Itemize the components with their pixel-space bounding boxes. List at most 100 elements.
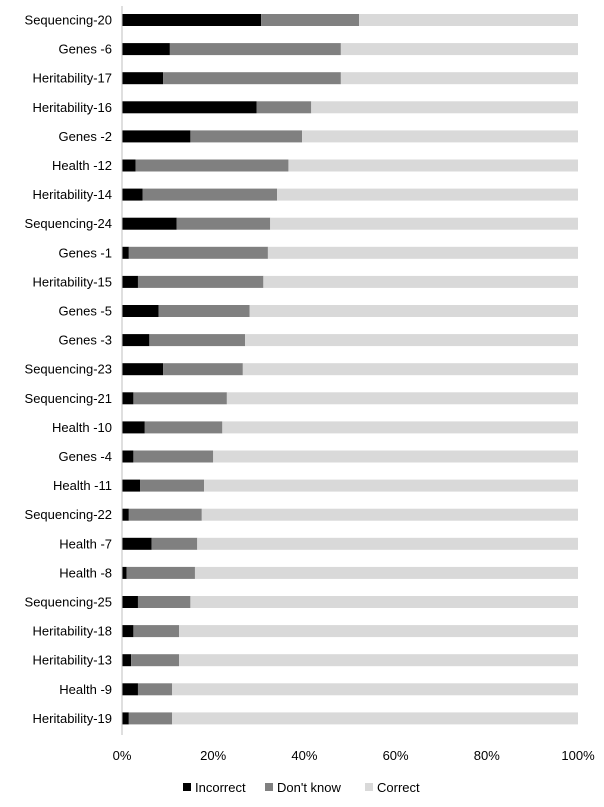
bar-segment-correct-sequencing-25 [190,596,578,608]
bar-segment-don-t-know-heritability-19 [128,712,173,725]
bar-segment-incorrect-health-12 [122,159,136,172]
bar-segment-incorrect-sequencing-24 [122,217,177,230]
bar-segment-incorrect-heritability-19 [122,712,129,725]
bar-segment-don-t-know-health-10 [144,421,223,434]
x-tick-label: 100% [561,748,595,763]
bar-segment-correct-health-10 [222,421,578,434]
bars-layer [122,14,579,725]
bar-segment-correct-sequencing-20 [359,14,578,26]
bar-segment-don-t-know-sequencing-20 [261,14,360,26]
bar-segment-incorrect-heritability-17 [122,72,164,85]
bar-segment-correct-health-12 [288,159,578,172]
category-label: Sequencing-24 [25,216,112,231]
bar-segment-incorrect-health-11 [122,479,141,492]
category-label: Heritability-15 [33,274,112,289]
bar-segment-don-t-know-health-9 [137,683,173,696]
bar-segment-correct-sequencing-24 [270,217,578,230]
bar-segment-don-t-know-heritability-16 [256,101,312,114]
category-label: Health -8 [59,565,112,580]
legend-swatch-correct [365,783,373,791]
bar-segment-don-t-know-health-11 [140,479,205,492]
bar-segment-don-t-know-genes-4 [133,450,214,463]
bar-segment-correct-heritability-19 [172,712,578,725]
category-label: Sequencing-25 [25,595,112,610]
bar-segment-incorrect-heritability-18 [122,625,134,638]
category-label: Genes -6 [59,42,112,57]
category-label: Heritability-19 [33,711,112,726]
bar-segment-correct-heritability-17 [340,72,578,85]
category-label: Health -7 [59,536,112,551]
bar-segment-incorrect-sequencing-20 [122,14,262,26]
category-label: Genes -4 [59,449,112,464]
bar-segment-correct-heritability-14 [277,188,578,201]
bar-segment-incorrect-sequencing-25 [122,596,138,608]
bar-segment-incorrect-heritability-14 [122,188,143,201]
bar-segment-correct-genes-3 [245,334,578,347]
category-label: Genes -1 [59,245,112,260]
bar-segment-don-t-know-genes-2 [190,130,303,143]
bar-segment-correct-genes-1 [267,246,578,259]
category-label: Heritability-14 [33,187,112,202]
category-label: Sequencing-23 [25,362,112,377]
bar-segment-incorrect-sequencing-21 [122,392,134,405]
legend-label-correct: Correct [377,780,420,795]
x-tick-label: 80% [474,748,500,763]
bar-segment-incorrect-health-9 [122,683,138,696]
legend-label-don-t-know: Don't know [277,780,342,795]
bar-segment-incorrect-heritability-16 [122,101,257,114]
bar-segment-don-t-know-heritability-18 [133,625,179,638]
bar-segment-don-t-know-genes-6 [169,43,341,56]
bar-segment-don-t-know-health-12 [135,159,289,172]
bar-segment-correct-health-11 [204,479,578,492]
bar-segment-don-t-know-sequencing-23 [163,363,243,376]
bar-segment-correct-sequencing-21 [226,392,578,405]
category-label: Heritability-13 [33,653,112,668]
x-tick-label: 40% [291,748,317,763]
bar-segment-don-t-know-sequencing-21 [133,392,227,405]
bar-segment-don-t-know-genes-1 [128,246,268,259]
legend-swatch-don-t-know [265,783,273,791]
bar-segment-don-t-know-heritability-15 [137,275,264,288]
bar-segment-don-t-know-health-8 [126,566,195,579]
x-tick-label: 60% [383,748,409,763]
bar-segment-correct-sequencing-22 [201,508,579,521]
bar-segment-incorrect-heritability-13 [122,654,132,667]
category-label: Genes -3 [59,333,112,348]
category-label: Heritability-18 [33,624,112,639]
category-label: Sequencing-21 [25,391,112,406]
bar-segment-incorrect-genes-2 [122,130,191,143]
bar-segment-correct-heritability-16 [311,101,578,114]
category-label: Health -11 [53,478,112,493]
bar-segment-incorrect-genes-3 [122,334,150,347]
bar-segment-incorrect-genes-6 [122,43,170,56]
bar-segment-don-t-know-genes-3 [149,334,246,347]
x-tick-label: 20% [200,748,226,763]
bar-segment-incorrect-health-8 [122,566,127,579]
category-label: Genes -2 [59,129,112,144]
bar-segment-don-t-know-health-7 [151,537,198,550]
bar-segment-correct-genes-5 [249,305,578,317]
bar-segment-correct-health-7 [197,537,579,550]
category-label: Heritability-17 [33,71,112,86]
bar-segment-correct-sequencing-23 [242,363,578,376]
bar-segment-don-t-know-sequencing-25 [137,596,191,608]
bar-segment-correct-health-9 [172,683,578,696]
bar-segment-incorrect-genes-5 [122,305,159,317]
category-label: Genes -5 [59,304,112,319]
bar-segment-don-t-know-sequencing-24 [176,217,271,230]
category-label: Sequencing-22 [25,507,112,522]
bar-segment-incorrect-sequencing-22 [122,508,129,521]
bar-segment-correct-heritability-15 [263,275,578,288]
category-label: Heritability-16 [33,100,112,115]
category-label: Sequencing-20 [25,13,112,28]
legend-label-incorrect: Incorrect [195,780,246,795]
bar-segment-don-t-know-genes-5 [158,305,250,317]
bar-segment-incorrect-health-7 [122,537,152,550]
bar-segment-correct-heritability-18 [179,625,578,638]
x-tick-label: 0% [113,748,132,763]
bar-segment-incorrect-heritability-15 [122,275,138,288]
bar-segment-incorrect-genes-1 [122,246,129,259]
bar-segment-don-t-know-heritability-17 [163,72,341,85]
category-label: Health -10 [52,420,112,435]
